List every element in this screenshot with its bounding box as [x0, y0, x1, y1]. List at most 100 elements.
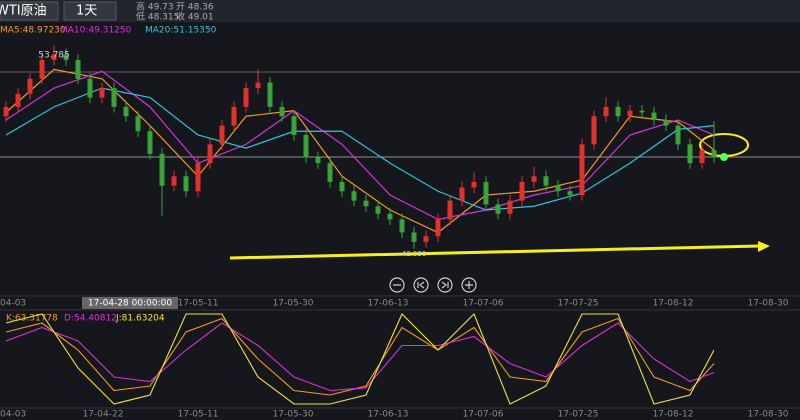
candle-body: [507, 200, 513, 214]
arrow: [229, 244, 761, 260]
x-tick-label: 17-08-12: [653, 299, 694, 309]
x-tick-label: 17-07-25: [558, 410, 599, 420]
candle-body: [531, 176, 537, 182]
legend-entry: D:54.40812: [64, 314, 117, 324]
x-tick-label: 17-05-30: [273, 410, 314, 420]
candle-body: [99, 88, 105, 98]
candle-body: [39, 60, 45, 79]
candle-body: [603, 106, 609, 117]
candle-body: [231, 106, 237, 126]
candle-body: [579, 144, 585, 195]
legend-entry: K:63.31778: [6, 314, 58, 324]
candle-body: [651, 112, 657, 120]
open: 开 48.36: [176, 2, 214, 13]
candle-body: [447, 200, 453, 220]
candle-body: [279, 106, 285, 117]
kdj-line: [5, 313, 715, 405]
candle-body: [255, 82, 261, 89]
low-label: 42.930: [402, 250, 427, 258]
candle-body: [183, 176, 189, 192]
candle-body: [555, 185, 561, 192]
candle-body: [471, 181, 477, 188]
candle-body: [591, 116, 597, 145]
candle-body: [615, 106, 621, 117]
candle-body: [387, 213, 393, 220]
high: 高 49.73: [136, 1, 174, 13]
prev[interactable]: [413, 277, 429, 293]
legend-entry: J:81.63204: [115, 314, 165, 324]
candle-body: [147, 131, 153, 154]
candle-body: [87, 78, 93, 98]
x-tick-label: 17-05-11: [178, 410, 219, 420]
candle-body: [339, 181, 345, 192]
candle-body: [291, 116, 297, 135]
candle-body: [315, 157, 321, 164]
candle-body: [75, 60, 81, 79]
period: 1天: [76, 4, 97, 19]
candle-body: [495, 204, 501, 214]
candle-body: [159, 153, 165, 186]
candle-body: [627, 110, 633, 117]
candle-body: [219, 125, 225, 145]
x-tick-label: 17-08-30: [748, 299, 789, 309]
symbol-select[interactable]: [0, 1, 59, 21]
x-tick-label: 17-04-22: [83, 410, 124, 420]
arrow-head: [758, 241, 770, 252]
high-label: 53.785: [38, 51, 70, 61]
candle-body: [567, 191, 573, 195]
candle-body: [51, 54, 57, 60]
candle-body: [699, 150, 705, 164]
zoom-buttons: [389, 277, 477, 293]
ma-line: [5, 70, 715, 221]
candle-body: [375, 206, 381, 214]
candle-body: [135, 116, 141, 132]
zoom-in[interactable]: [461, 277, 477, 293]
symbol: WTI原油: [0, 4, 47, 19]
x-tick-label: 17-05-11: [178, 299, 219, 309]
candle-body: [363, 200, 369, 207]
candle-body: [195, 163, 201, 192]
legend-entry: MA20:51.15350: [145, 26, 217, 36]
candle-body: [171, 176, 177, 186]
zoom-out[interactable]: [389, 277, 405, 293]
candle-body: [207, 144, 213, 164]
ma-line: [5, 87, 715, 211]
period-select[interactable]: [63, 1, 117, 21]
candle-body: [399, 219, 405, 233]
kdj-line: [5, 317, 715, 396]
kdj-line: [5, 322, 715, 392]
legend-entry: MA10:49.31250: [60, 26, 132, 36]
x-tick-label: 17-07-06: [463, 299, 504, 309]
candle-body: [687, 144, 693, 164]
x-tick-label: 04-03: [0, 410, 26, 420]
candle-body: [15, 93, 21, 107]
button-icons: [393, 281, 473, 289]
candle-body: [459, 187, 465, 201]
candle-body: [3, 106, 9, 117]
legend-entry: MA5:48.97230: [0, 26, 66, 36]
candle-body: [351, 191, 357, 201]
x-tick-label: 17-07-25: [558, 299, 599, 309]
candle-body: [411, 232, 417, 242]
candle-body: [423, 236, 429, 242]
next[interactable]: [437, 277, 453, 293]
x-tick-label: 17-05-30: [273, 299, 314, 309]
current-dot: [720, 153, 728, 161]
candle-body: [303, 135, 309, 158]
crosshair-label: 17-04-28 00:00:00: [88, 299, 172, 309]
low: 低 48.315: [136, 11, 179, 23]
x-tick-label: 17-08-12: [653, 410, 694, 420]
candle-body: [543, 176, 549, 186]
x-tick-label: 17-06-13: [368, 410, 409, 420]
candle-body: [675, 125, 681, 145]
x-tick-label: 17-08-30: [748, 410, 789, 420]
close: 收 49.01: [176, 11, 214, 23]
candle-body: [27, 78, 33, 94]
candle-body: [435, 219, 441, 237]
x-tick-label: 17-06-13: [368, 299, 409, 309]
candle-body: [663, 120, 669, 126]
candle-body: [111, 88, 117, 107]
candle-body: [483, 181, 489, 205]
